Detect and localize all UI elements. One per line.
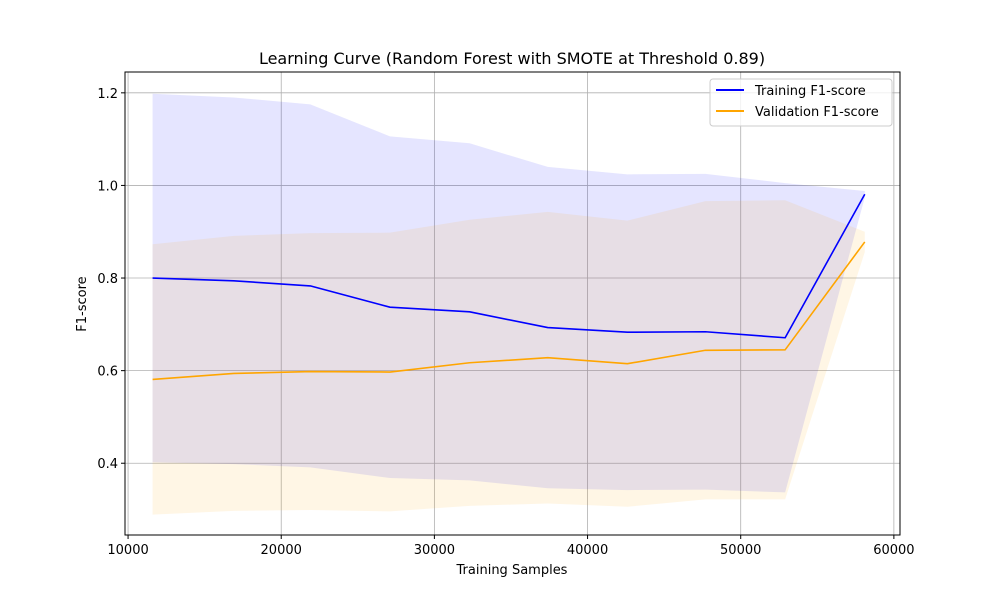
confidence-bands — [152, 93, 865, 515]
x-axis-label: Training Samples — [456, 563, 568, 578]
validation-std-band — [152, 200, 865, 515]
y-tick-label: 1.0 — [97, 179, 118, 194]
y-axis-ticks: 0.4 0.6 0.8 1.0 1.2 — [97, 87, 125, 472]
training-f1-line — [152, 193, 866, 339]
legend-label-validation: Validation F1-score — [755, 105, 879, 120]
x-tick-label: 60000 — [873, 543, 914, 558]
x-tick-label: 30000 — [414, 543, 455, 558]
legend-box — [709, 78, 893, 127]
y-tick-label: 0.8 — [97, 272, 118, 287]
x-tick-label: 50000 — [720, 543, 761, 558]
validation-f1-line — [152, 241, 866, 381]
series-lines — [152, 193, 866, 381]
x-tick-label: 40000 — [567, 543, 608, 558]
training-std-band — [152, 93, 865, 493]
y-tick-label: 1.2 — [97, 87, 118, 102]
chart-title: Learning Curve (Random Forest with SMOTE… — [259, 49, 765, 68]
legend-label-training: Training F1-score — [754, 84, 866, 99]
y-axis-label: F1-score — [75, 276, 90, 331]
legend: Training F1-score Validation F1-score — [709, 78, 893, 127]
y-tick-label: 0.6 — [97, 365, 118, 380]
x-tick-label: 20000 — [261, 543, 302, 558]
plot-frame — [124, 71, 901, 536]
y-tick-label: 0.4 — [97, 457, 118, 472]
x-axis-ticks: 10000 20000 30000 40000 50000 60000 — [107, 535, 915, 558]
x-tick-label: 10000 — [107, 543, 148, 558]
